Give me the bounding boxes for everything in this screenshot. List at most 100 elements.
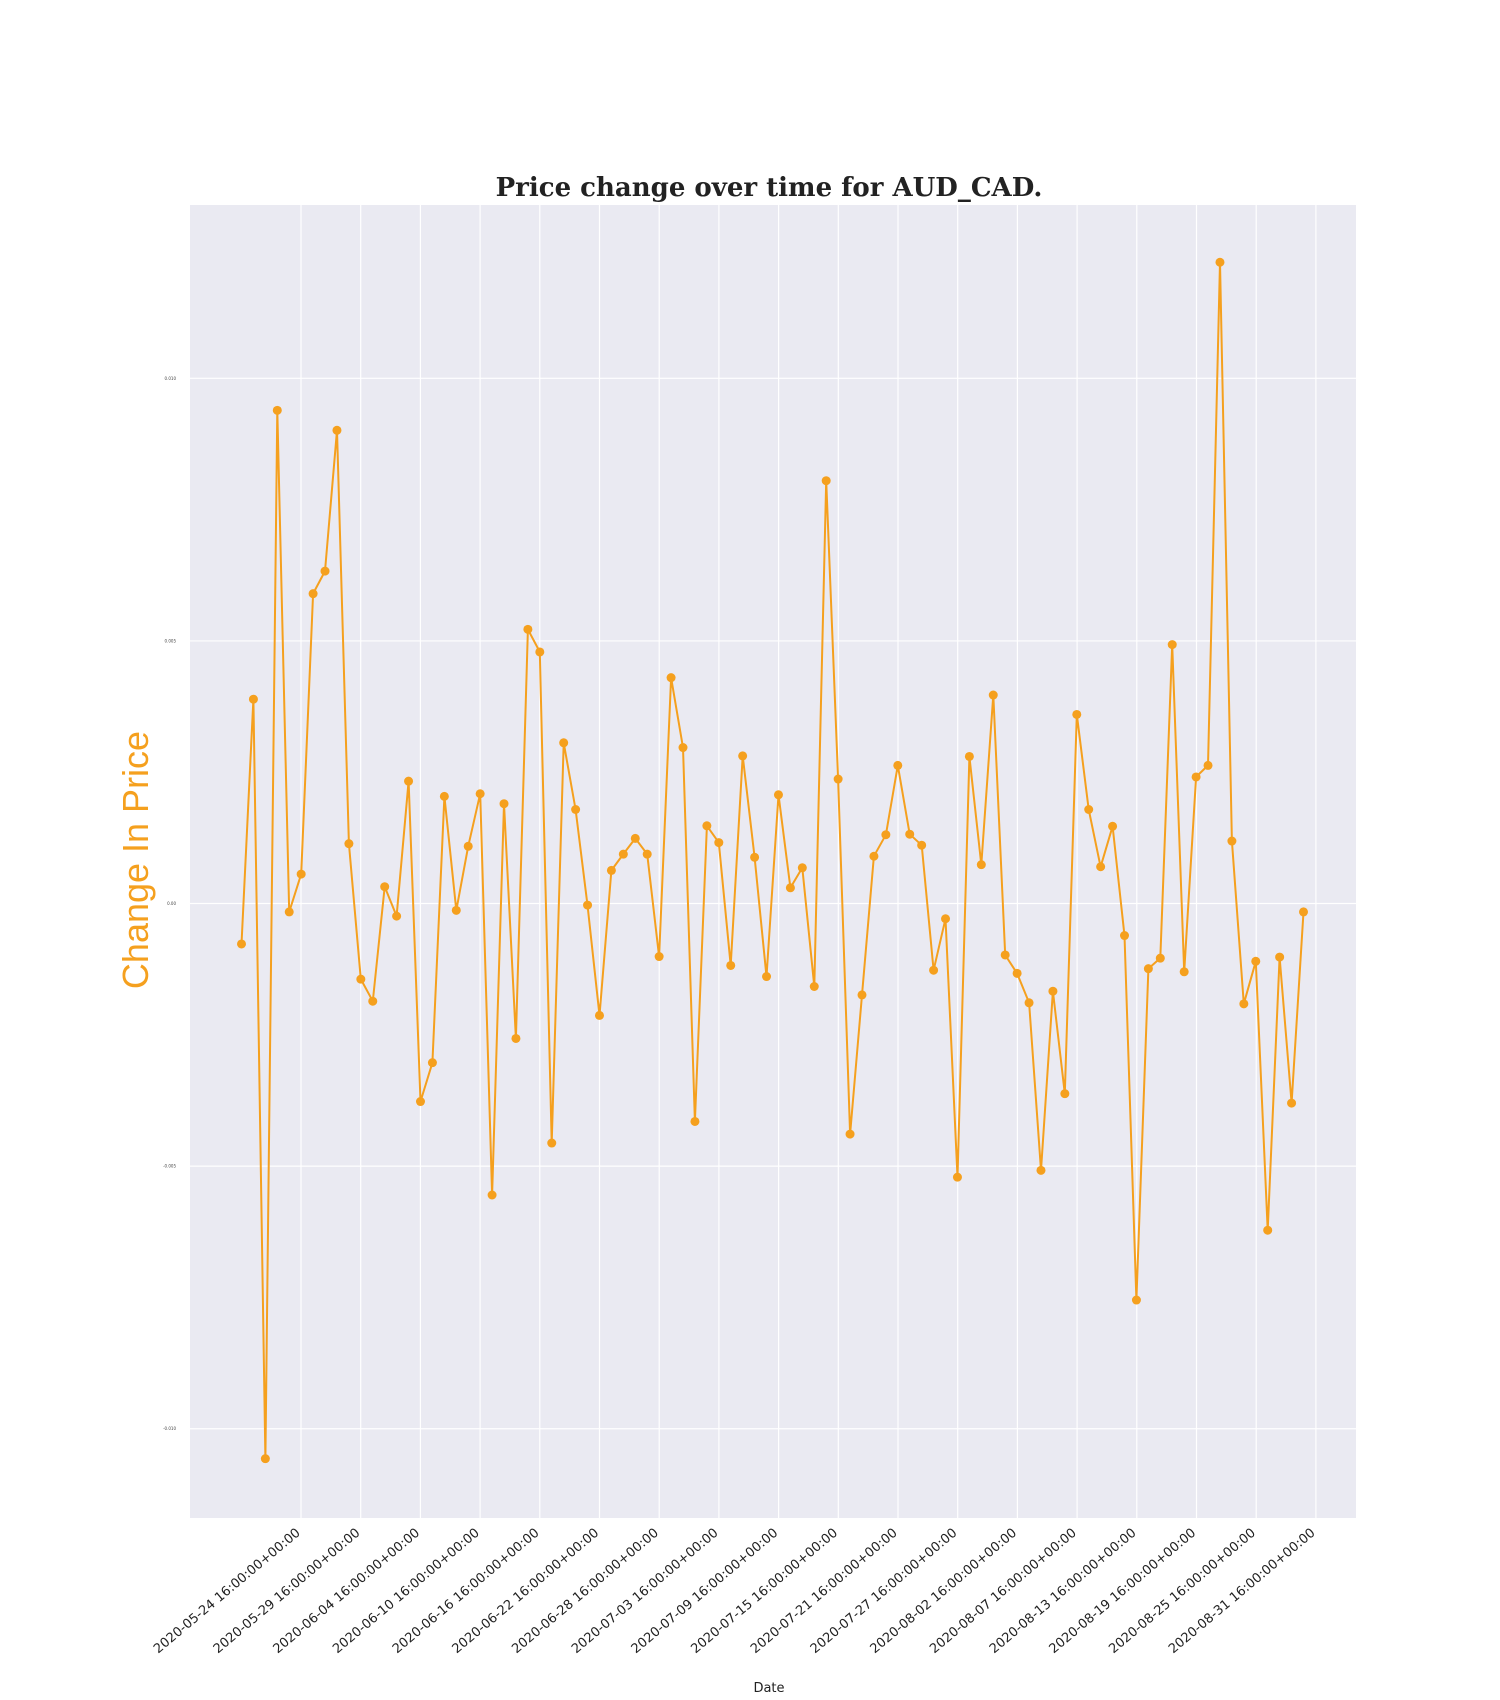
y-tick-label: -0.010	[163, 1426, 176, 1431]
data-point	[1048, 986, 1058, 996]
data-point	[547, 1138, 557, 1148]
data-point	[380, 882, 390, 892]
data-point	[1143, 964, 1153, 974]
data-point	[833, 774, 843, 784]
data-point	[678, 743, 688, 753]
data-point	[821, 476, 831, 486]
data-point	[1096, 862, 1106, 872]
data-point	[1287, 1098, 1297, 1108]
y-tick-labels: -0.010 -0.005 0.00 0.005 0.010	[163, 376, 176, 1431]
chart-title: Price change over time for AUD_CAD.	[496, 173, 1043, 203]
data-point	[296, 869, 306, 879]
data-point	[797, 863, 807, 873]
data-point	[1155, 953, 1165, 963]
data-point	[941, 914, 951, 924]
data-point	[702, 821, 712, 831]
price-change-line	[240, 261, 1305, 1460]
data-point	[559, 738, 569, 748]
data-point	[845, 1129, 855, 1139]
data-point	[487, 1190, 497, 1200]
data-point	[1000, 950, 1010, 960]
data-point	[881, 830, 891, 840]
data-point	[857, 990, 867, 1000]
data-point	[690, 1116, 700, 1126]
data-point	[1191, 772, 1201, 782]
data-point	[1203, 760, 1213, 770]
data-point	[738, 751, 748, 761]
data-point	[929, 965, 939, 975]
data-point	[308, 589, 318, 599]
data-point	[535, 647, 545, 657]
data-point	[320, 566, 330, 576]
data-point	[1060, 1089, 1070, 1099]
data-point	[618, 849, 628, 859]
y-tick-label: -0.005	[163, 1164, 176, 1169]
data-point	[750, 852, 760, 862]
data-point	[1299, 907, 1308, 917]
data-point	[1108, 821, 1118, 831]
data-point	[1263, 1225, 1273, 1235]
data-point	[272, 405, 282, 415]
data-point	[1215, 257, 1225, 267]
data-point	[260, 1454, 270, 1464]
data-point	[499, 799, 509, 809]
y-axis-label: Change In Price	[115, 731, 156, 989]
data-point	[1227, 836, 1237, 846]
data-point	[1167, 640, 1177, 650]
data-point	[344, 839, 354, 849]
data-point	[284, 907, 294, 917]
data-point	[893, 760, 903, 770]
data-point	[964, 751, 974, 761]
data-point	[1179, 967, 1189, 977]
data-point	[1072, 709, 1082, 719]
data-point	[1024, 998, 1034, 1008]
data-point	[654, 952, 664, 962]
data-point	[809, 981, 819, 991]
data-point	[523, 624, 533, 634]
y-tick-label: 0.005	[165, 638, 177, 643]
data-point	[1131, 1295, 1141, 1305]
data-point	[905, 829, 915, 839]
data-point	[511, 1033, 521, 1043]
data-point	[594, 1010, 604, 1020]
data-point	[762, 972, 772, 982]
y-tick-label: 0.010	[165, 376, 177, 381]
data-point	[237, 939, 246, 949]
data-point	[714, 838, 724, 848]
data-point	[988, 690, 998, 700]
data-point	[630, 833, 640, 843]
data-point	[1251, 956, 1261, 966]
data-point	[1275, 952, 1285, 962]
data-point	[642, 849, 652, 859]
data-point	[439, 791, 449, 801]
data-point	[726, 960, 736, 970]
data-point	[404, 776, 414, 786]
data-point	[952, 1172, 962, 1182]
data-point	[427, 1058, 437, 1068]
x-axis-label: Date	[753, 1681, 784, 1696]
data-point	[332, 425, 342, 435]
plot-area	[190, 205, 1356, 1518]
data-point	[1239, 999, 1249, 1009]
data-point	[451, 905, 461, 915]
data-point	[248, 694, 258, 704]
data-point	[583, 900, 593, 910]
data-point	[475, 789, 485, 799]
data-point	[606, 865, 616, 875]
data-point	[415, 1097, 425, 1107]
data-point	[976, 860, 986, 870]
data-point	[666, 673, 676, 683]
data-point	[1084, 805, 1094, 815]
data-point	[917, 840, 927, 850]
data-point	[785, 883, 795, 893]
data-point	[356, 974, 366, 984]
data-point	[1012, 968, 1022, 978]
data-point	[392, 911, 402, 921]
data-points	[237, 257, 1308, 1464]
data-point	[463, 841, 473, 851]
y-tick-label: 0.00	[167, 901, 176, 906]
data-point	[773, 790, 783, 800]
data-point	[368, 996, 378, 1006]
